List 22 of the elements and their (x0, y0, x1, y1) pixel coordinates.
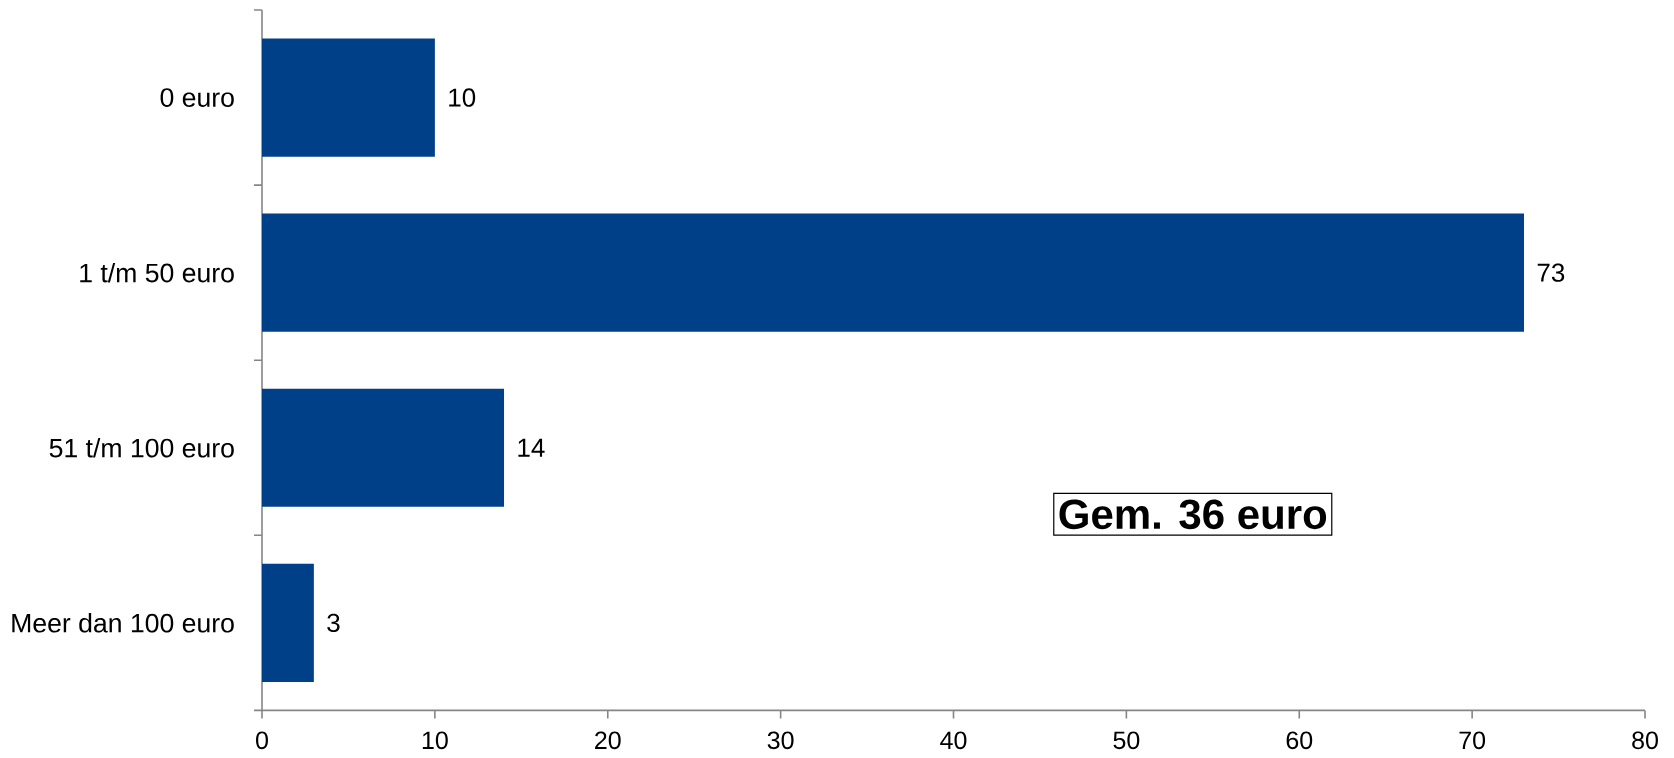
x-tick-label: 80 (1632, 731, 1658, 750)
y-tick-label: 0 euro (160, 88, 234, 107)
data-label: 10 (449, 88, 476, 107)
x-tick-label: 10 (422, 731, 448, 750)
x-tick-label: 60 (1286, 731, 1313, 750)
annotation: Gem. 36 euro (1059, 499, 1327, 530)
bar (262, 388, 505, 507)
x-tick-label: 40 (940, 731, 967, 750)
data-label: 14 (518, 438, 545, 457)
y-tick-label: 51 t/m 100 euro (49, 437, 234, 458)
x-tick-label: 30 (767, 731, 794, 750)
y-tick-label: Meer dan 100 euro (12, 613, 234, 633)
y-tick-label: 1 t/m 50 euro (80, 262, 234, 283)
data-label: 73 (1537, 263, 1565, 282)
bar (262, 38, 435, 157)
bar (262, 213, 1524, 332)
data-label: 3 (327, 613, 340, 633)
bar (262, 563, 314, 682)
x-tick-label: 50 (1113, 731, 1140, 750)
x-tick-label: 70 (1459, 731, 1486, 750)
x-tick-label: 0 (256, 731, 268, 750)
x-tick-label: 20 (595, 731, 621, 750)
